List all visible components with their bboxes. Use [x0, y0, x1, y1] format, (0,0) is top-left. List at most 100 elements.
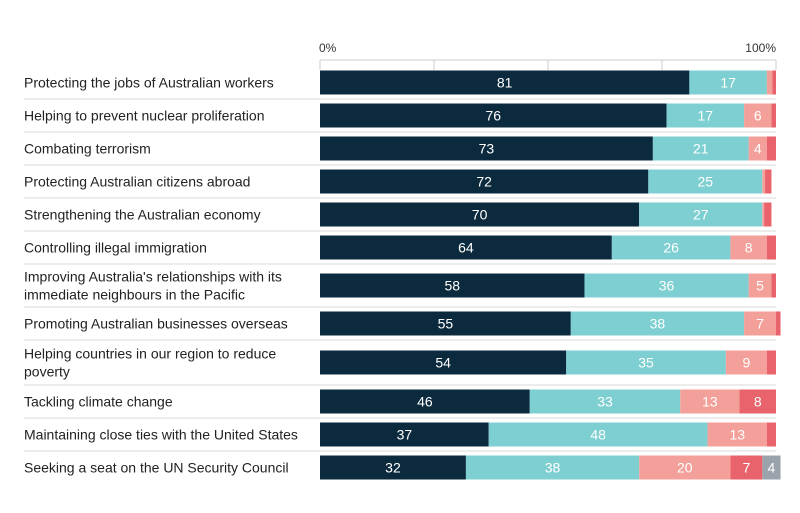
chart-row: Helping to prevent nuclear proliferation…	[24, 103, 776, 133]
chart-row: Maintaining close ties with the United S…	[24, 422, 776, 452]
category-label: Promoting Australian businesses overseas	[24, 316, 288, 332]
value-label: 6	[754, 108, 762, 124]
value-label: 76	[485, 108, 501, 124]
chart-row: Helping countries in our region to reduc…	[24, 346, 776, 386]
value-label: 48	[590, 427, 606, 443]
value-label: 46	[417, 394, 433, 410]
bar-segment	[766, 235, 776, 260]
category-label: Maintaining close ties with the United S…	[24, 427, 298, 443]
bar-segment	[666, 103, 745, 128]
bar-segment	[320, 202, 640, 227]
category-label: Tackling climate change	[24, 394, 173, 410]
value-label: 32	[385, 460, 401, 476]
x-tick-label-100: 100%	[745, 41, 776, 55]
value-label: 72	[476, 174, 492, 190]
gridlines	[319, 59, 777, 70]
value-label: 81	[497, 75, 513, 91]
bar-segment	[748, 273, 772, 298]
bar-segment	[639, 455, 731, 480]
bar-segment	[320, 422, 489, 447]
bar-segment	[748, 136, 767, 161]
bar-segment	[320, 103, 667, 128]
value-label: 25	[698, 174, 714, 190]
value-label: 38	[650, 316, 666, 332]
value-label: 17	[720, 75, 736, 91]
chart-row: Strengthening the Australian economy 70 27	[24, 202, 776, 232]
value-label: 55	[438, 316, 454, 332]
bar-segment	[744, 311, 776, 336]
value-label: 37	[397, 427, 413, 443]
bar-segment	[776, 311, 781, 336]
chart-row: Controlling illegal immigration 64 26 8	[24, 235, 776, 265]
bar-segment	[652, 136, 749, 161]
bar-segment	[707, 422, 767, 447]
value-label: 35	[638, 355, 654, 371]
chart-row: Protecting Australian citizens abroad 72 2…	[24, 169, 776, 199]
bar-segment	[320, 455, 466, 480]
bar-segment	[764, 202, 772, 227]
value-label: 4	[768, 460, 776, 476]
bar-segment	[320, 389, 530, 414]
value-label: 9	[742, 355, 750, 371]
chart-row: Tackling climate change 46 33 13 8	[24, 389, 776, 419]
value-label: 21	[693, 141, 709, 157]
bar-segment	[744, 103, 772, 128]
bar-segment	[320, 70, 690, 95]
category-label: Protecting Australian citizens abroad	[24, 174, 250, 190]
value-label: 7	[756, 316, 764, 332]
x-axis-ticks: 0% 100%	[319, 41, 776, 55]
bar-segment	[320, 169, 649, 194]
bar-segment	[639, 202, 763, 227]
value-label: 38	[545, 460, 561, 476]
value-label: 8	[754, 394, 762, 410]
value-label: 70	[472, 207, 488, 223]
bar-segment	[766, 136, 776, 161]
value-label: 54	[435, 355, 451, 371]
value-label: 7	[742, 460, 750, 476]
bar-segment	[465, 455, 640, 480]
value-label: 8	[745, 240, 753, 256]
chart-rows: Protecting the jobs of Australian worker…	[24, 70, 781, 480]
chart-row: Improving Australia's relationships with…	[24, 269, 776, 308]
category-label: Helping to prevent nuclear proliferation	[24, 108, 264, 124]
chart-row: Seeking a seat on the UN Security Counci…	[24, 455, 781, 480]
bar-segment	[730, 455, 763, 480]
category-label: Helping countries in our region to reduc…	[24, 346, 276, 362]
value-label: 33	[597, 394, 613, 410]
category-label: Protecting the jobs of Australian worker…	[24, 75, 274, 91]
value-label: 5	[756, 278, 764, 294]
value-label: 64	[458, 240, 474, 256]
value-label: 4	[754, 141, 762, 157]
category-label: Combating terrorism	[24, 141, 151, 157]
value-label: 36	[659, 278, 675, 294]
bar-segment	[584, 273, 749, 298]
bar-segment	[570, 311, 745, 336]
category-label: Improving Australia's relationships with…	[24, 269, 282, 285]
bar-segment	[648, 169, 763, 194]
bar-segment	[488, 422, 708, 447]
category-label: Controlling illegal immigration	[24, 240, 207, 256]
category-label: Seeking a seat on the UN Security Counci…	[24, 460, 289, 476]
category-label: poverty	[24, 364, 70, 380]
bar-segment	[766, 70, 773, 95]
value-label: 58	[444, 278, 460, 294]
bar-segment	[320, 311, 571, 336]
bar-segment	[771, 273, 776, 298]
value-label: 27	[693, 207, 709, 223]
x-tick-label-0: 0%	[319, 41, 337, 55]
bar-segment	[566, 350, 726, 375]
bar-segment	[772, 70, 776, 95]
bar-segment	[765, 169, 772, 194]
bar-segment	[725, 350, 767, 375]
value-label: 73	[479, 141, 495, 157]
bar-segment	[529, 389, 681, 414]
value-label: 13	[729, 427, 745, 443]
value-label: 20	[677, 460, 693, 476]
chart-row: Promoting Australian businesses overseas…	[24, 311, 781, 341]
bar-segment	[680, 389, 740, 414]
bar-segment	[320, 136, 653, 161]
chart-row: Combating terrorism 73 21 4	[24, 136, 776, 166]
value-label: 13	[702, 394, 718, 410]
category-label: Strengthening the Australian economy	[24, 207, 261, 223]
